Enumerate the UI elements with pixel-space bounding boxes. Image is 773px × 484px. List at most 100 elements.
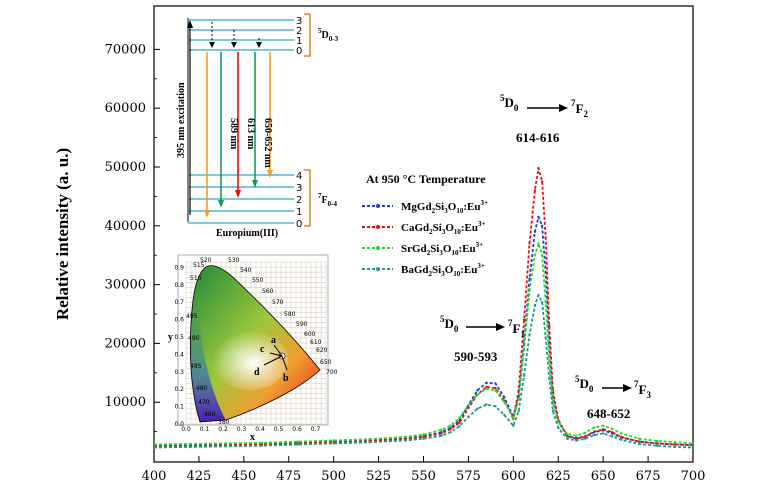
cie-x-label: x xyxy=(250,432,255,443)
y-tick-label-20000: 20000 xyxy=(105,336,146,351)
upper-bracket xyxy=(304,13,311,57)
series-3-point-23 xyxy=(540,301,544,304)
y-tick-label-40000: 40000 xyxy=(105,219,146,234)
x-tick-label-500: 500 xyxy=(321,469,346,484)
ann3-d: D xyxy=(580,376,589,391)
series-3-point-38 xyxy=(691,446,693,449)
series-0-point-14 xyxy=(485,381,488,384)
x-tick-label-650: 650 xyxy=(591,469,616,484)
series-3-point-22 xyxy=(537,294,540,297)
cie-wavelength-550: 550 xyxy=(252,277,264,284)
cie-wavelength-600: 600 xyxy=(304,331,316,338)
ann1-sup2: 7 xyxy=(508,318,513,328)
svg-text:5D0: 5D0 xyxy=(440,314,459,334)
series-3-point-0 xyxy=(154,446,156,449)
legend-label-3: BaGd2Si3O10:Eu3+ xyxy=(401,262,485,278)
series-3-point-10 xyxy=(449,431,452,434)
emission-arrowhead-orange-2 xyxy=(267,170,273,178)
cie-x-tick-3: 0.3 xyxy=(237,426,247,433)
annotation-peak3: 5D0 7F3 648-652 xyxy=(575,374,651,421)
series-1-point-10 xyxy=(449,428,452,431)
upper-level-label-2: 2 xyxy=(296,26,302,37)
series-1-point-15 xyxy=(494,386,497,390)
lower-level-label-1: 1 xyxy=(296,207,302,218)
cie-y-tick-8: 0.8 xyxy=(174,282,184,289)
series-2-point-37 xyxy=(673,441,677,444)
series-2-point-15 xyxy=(494,389,497,392)
series-3-point-18 xyxy=(517,409,520,413)
series-2-point-4 xyxy=(296,440,299,443)
series-2-point-19 xyxy=(522,348,526,351)
series-1-point-23 xyxy=(540,180,544,183)
cie-wavelength-580: 580 xyxy=(284,311,296,318)
ann2-f: F xyxy=(576,101,584,116)
series-3-point-37 xyxy=(673,445,677,449)
series-0-point-23 xyxy=(540,224,544,227)
x-tick-label-475: 475 xyxy=(276,469,301,484)
ann3-sup: 5 xyxy=(575,374,580,384)
ann3-f: F xyxy=(639,382,647,397)
cie-point-b: b xyxy=(283,373,289,384)
series-1-point-9 xyxy=(440,432,443,435)
series-2-point-25 xyxy=(548,359,551,363)
series-3-point-29 xyxy=(575,439,578,442)
cie-y-tick-4: 0.4 xyxy=(174,351,184,358)
series-1-point-29 xyxy=(575,436,578,440)
x-tick-label-675: 675 xyxy=(636,469,661,484)
series-3-point-24 xyxy=(544,336,547,339)
series-1-point-32 xyxy=(602,428,605,431)
series-2-point-33 xyxy=(610,427,614,430)
ann2-arrowhead xyxy=(559,104,568,112)
y-tick-label-10000: 10000 xyxy=(105,395,146,410)
legend-label-0: MgGd2Si3O10:Eu3+ xyxy=(401,199,488,215)
series-2-point-7 xyxy=(404,435,407,439)
x-tick-label-550: 550 xyxy=(411,469,436,484)
series-3-point-20 xyxy=(528,333,531,336)
series-1-point-35 xyxy=(637,440,641,443)
ann3-arrowhead xyxy=(623,384,632,392)
x-tick-label-425: 425 xyxy=(187,469,212,484)
cie-locus-blue xyxy=(190,298,226,422)
series-1-point-28 xyxy=(566,434,569,437)
series-2-point-36 xyxy=(655,439,659,443)
ann1-f: F xyxy=(513,321,521,336)
series-0-point-21 xyxy=(533,230,537,233)
cie-wavelength-520: 520 xyxy=(200,257,212,264)
series-3-point-2 xyxy=(224,445,228,448)
cie-white-point xyxy=(212,330,288,390)
series-3-point-14 xyxy=(485,403,488,406)
series-2-point-13 xyxy=(476,393,479,396)
emission-label-589: 589 nm xyxy=(228,118,239,150)
series-2-point-14 xyxy=(485,387,488,390)
series-1-point-30 xyxy=(584,435,587,438)
series-3-point-25 xyxy=(548,377,551,380)
upper-label-main: D xyxy=(322,30,329,41)
series-1-point-11 xyxy=(458,421,461,424)
emission-arrowhead-green-650 xyxy=(252,180,258,188)
series-3-point-6 xyxy=(368,441,371,444)
cie-y-tick-5: 0.5 xyxy=(174,334,184,341)
series-0-point-22 xyxy=(537,215,540,219)
series-3-point-34 xyxy=(619,438,623,441)
cie-y-tick-9: 0.9 xyxy=(174,264,184,271)
cie-wavelength-490: 490 xyxy=(188,335,200,342)
series-2-point-20 xyxy=(528,289,531,292)
y-tick-label-50000: 50000 xyxy=(105,160,146,175)
upper-level-label-3: 3 xyxy=(296,16,302,27)
legend: At 950 °C Temperature MgGd2Si3O10:Eu3+ Ca… xyxy=(362,172,488,278)
series-line-1 xyxy=(154,167,693,448)
cie-x-tick-0: 0.0 xyxy=(181,426,191,433)
svg-text:7F1: 7F1 xyxy=(508,318,525,339)
annotation-peak2: 5D0 7F2 614-616 xyxy=(500,93,588,145)
legend-marker-2 xyxy=(376,246,380,250)
cie-wavelength-515: 515 xyxy=(193,262,205,269)
series-3-point-5 xyxy=(332,442,335,445)
ann2-d: D xyxy=(505,95,514,110)
series-1-point-31 xyxy=(593,430,596,433)
legend-marker-1 xyxy=(376,225,380,229)
cie-wavelength-495: 495 xyxy=(186,313,198,320)
series-1-point-8 xyxy=(422,435,425,439)
series-3-point-7 xyxy=(404,439,407,442)
x-tick-label-600: 600 xyxy=(501,469,526,484)
